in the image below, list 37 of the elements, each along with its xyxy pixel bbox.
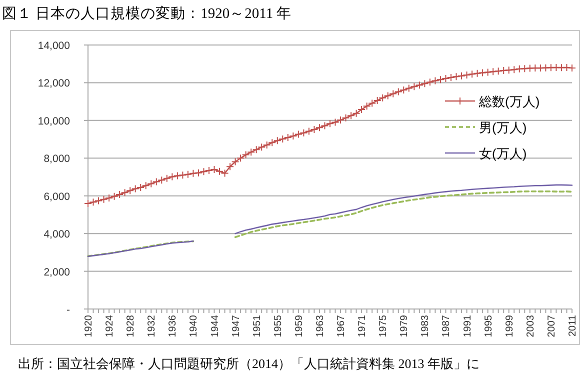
- x-tick-label: 1979: [399, 314, 410, 338]
- x-tick-label: 1936: [168, 314, 179, 338]
- y-tick-label: 10,000: [38, 115, 70, 128]
- legend-label: 女(万人): [479, 146, 527, 161]
- x-tick-label: 1967: [336, 314, 348, 338]
- x-tick-label: 1951: [252, 314, 263, 338]
- x-tick-label: 1924: [104, 314, 116, 338]
- x-tick-label: 1928: [126, 314, 137, 338]
- x-tick-label: 1940: [188, 314, 200, 338]
- x-tick-label: 2007: [546, 314, 558, 338]
- x-tick-label: 1959: [294, 314, 305, 338]
- x-tick-label: 1932: [146, 314, 158, 338]
- x-tick-label: 1963: [314, 314, 326, 338]
- chart-title: 図１ 日本の人口規模の変動：1920～2011 年: [2, 5, 292, 22]
- y-tick-label: 8,000: [44, 153, 70, 166]
- x-tick-label: 1944: [210, 314, 221, 338]
- x-tick-label: 1995: [483, 314, 494, 338]
- x-tick-label: 1975: [378, 314, 390, 338]
- x-tick-label: 1983: [420, 314, 432, 338]
- x-tick-label: 1947: [230, 314, 242, 338]
- x-tick-label: 1971: [357, 314, 368, 338]
- x-tick-label: 2011: [568, 314, 578, 337]
- x-tick-label: 2003: [525, 314, 536, 338]
- x-tick-label: 1955: [272, 314, 284, 338]
- x-tick-label: 1999: [504, 314, 516, 338]
- x-tick-label: 1991: [462, 314, 474, 338]
- y-tick-label: 6,000: [44, 190, 70, 203]
- y-tick-label: 4,000: [44, 228, 70, 241]
- legend-label: 男(万人): [479, 120, 527, 135]
- y-tick-label: 14,000: [38, 40, 70, 52]
- text: 出所：国立社会保障・人口問題研究所（2014）「人口統計資料集 2013 年版」に: [18, 356, 480, 371]
- x-tick-label: 1920: [84, 314, 94, 338]
- y-tick-label: 2,000: [44, 266, 70, 278]
- y-tick-label: 12,000: [38, 78, 70, 90]
- y-tick-label: -: [66, 304, 70, 316]
- legend-label: 総数(万人): [478, 94, 540, 109]
- x-tick-label: 1987: [441, 314, 452, 338]
